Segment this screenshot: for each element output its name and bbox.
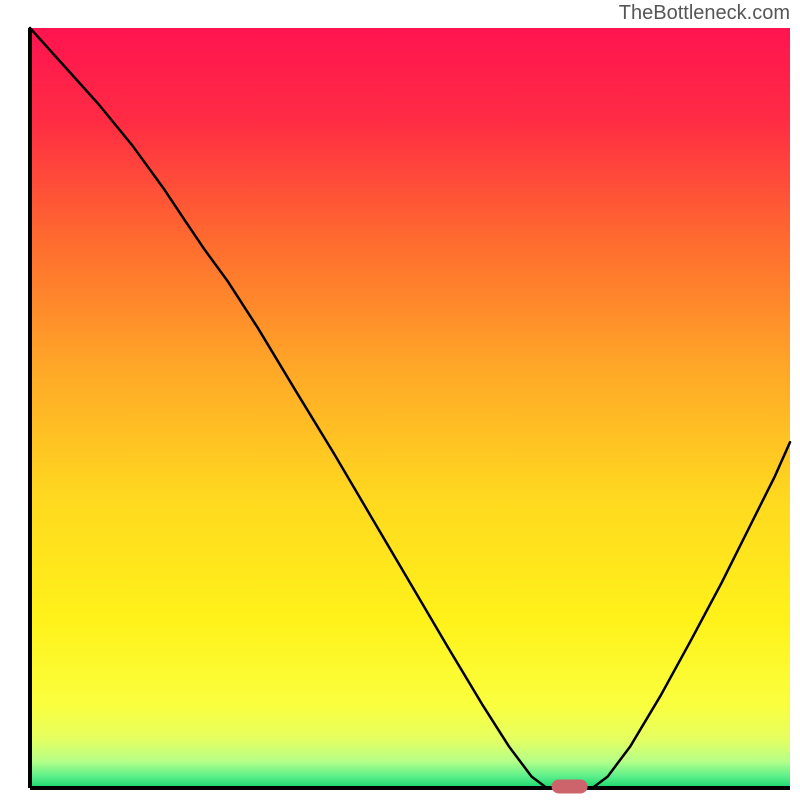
bottleneck-chart: TheBottleneck.com xyxy=(0,0,800,800)
watermark-text: TheBottleneck.com xyxy=(619,2,790,25)
chart-svg xyxy=(0,0,800,800)
